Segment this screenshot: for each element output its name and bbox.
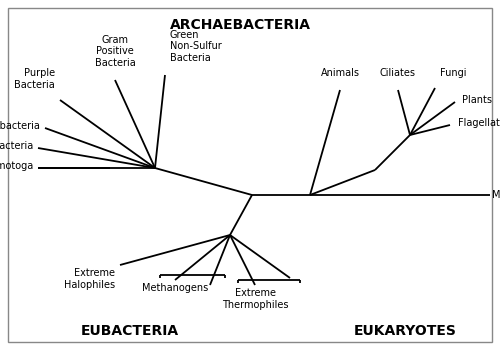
Text: Methanogens: Methanogens [142, 283, 208, 293]
Text: Cyanobacteria: Cyanobacteria [0, 121, 40, 131]
Text: Extreme
Thermophiles: Extreme Thermophiles [222, 288, 288, 310]
Text: Fungi: Fungi [440, 68, 466, 78]
Text: Extreme
Halophiles: Extreme Halophiles [64, 268, 115, 289]
Text: Flavobacteria: Flavobacteria [0, 141, 33, 151]
Text: Flagellates: Flagellates [458, 118, 500, 128]
Text: ARCHAEBACTERIA: ARCHAEBACTERIA [170, 18, 310, 32]
Text: Thermotoga: Thermotoga [0, 161, 33, 171]
Text: Purple
Bacteria: Purple Bacteria [14, 68, 55, 90]
Text: Microsporidia: Microsporidia [492, 190, 500, 200]
Text: Gram
Positive
Bacteria: Gram Positive Bacteria [94, 35, 136, 68]
Text: EUBACTERIA: EUBACTERIA [81, 324, 179, 338]
Text: Ciliates: Ciliates [380, 68, 416, 78]
Text: Green
Non-Sulfur
Bacteria: Green Non-Sulfur Bacteria [170, 30, 222, 63]
Text: EUKARYOTES: EUKARYOTES [354, 324, 457, 338]
Text: Animals: Animals [320, 68, 360, 78]
Text: Plants: Plants [462, 95, 492, 105]
